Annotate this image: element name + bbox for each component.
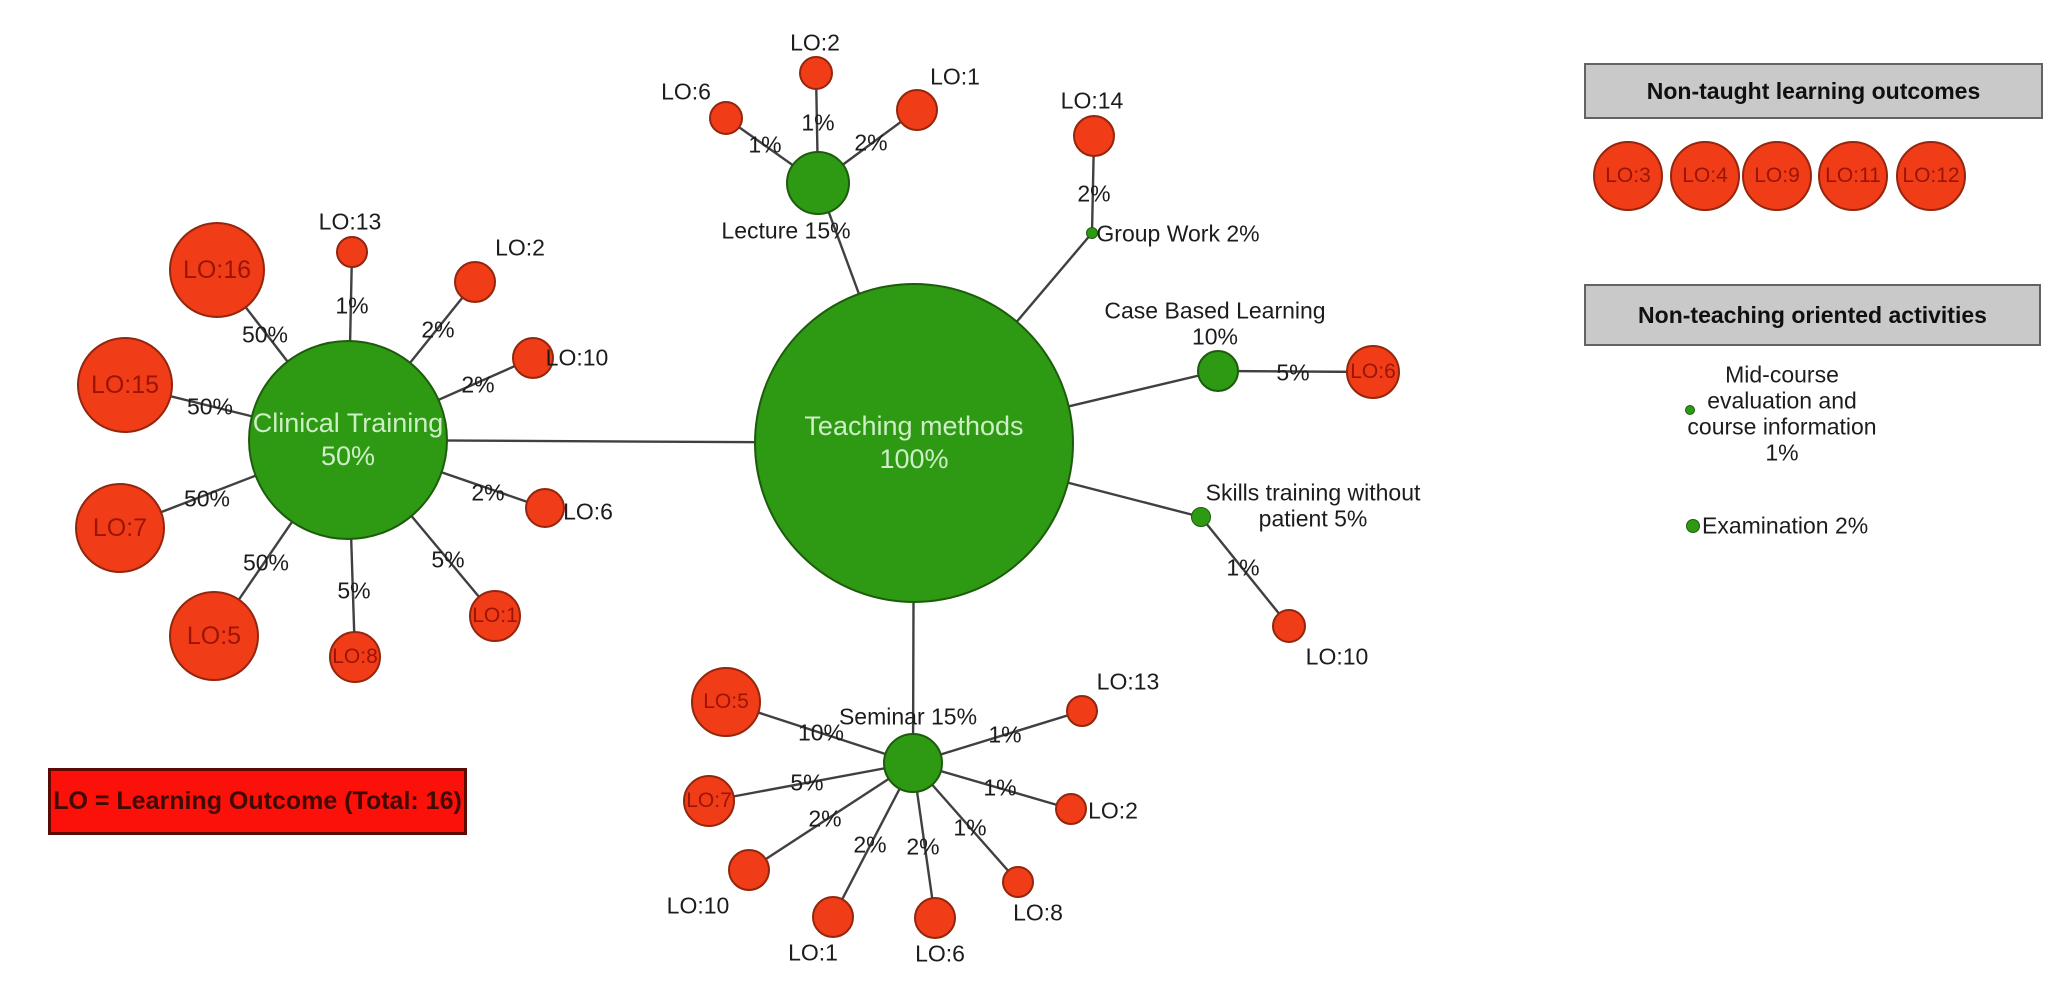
node-label-case-based-2: 10%: [1191, 323, 1239, 350]
node-nontaught-lo11: LO:11: [1818, 141, 1888, 211]
panel-label-midcourse-4: 1%: [1765, 439, 1799, 466]
node-label-skills-1: Skills training without: [1205, 479, 1421, 506]
edge-label-seminar-lo8: 1%: [953, 814, 987, 841]
node-label-clinical-lo2: LO:2: [495, 234, 545, 261]
panel-label-midcourse-1: Mid-course: [1725, 361, 1839, 388]
node-clinical-lo15: LO:15: [77, 337, 173, 433]
edge-label-clinical-lo5: 50%: [242, 549, 290, 576]
node-nontaught-lo3: LO:3: [1593, 141, 1663, 211]
node-label-clinical-lo13: LO:13: [318, 208, 382, 235]
node-clinical-lo10: [512, 337, 554, 379]
node-label-lecture: Lecture 15%: [721, 217, 851, 244]
edge-label-lecture-lo1: 2%: [854, 129, 888, 156]
edge-label-lecture-lo2: 1%: [801, 109, 835, 136]
node-group-work-dot: [1086, 227, 1098, 239]
edge-line: [1200, 516, 1290, 627]
node-label-clinical-lo10: LO:10: [545, 344, 609, 371]
node-seminar-lo2: [1055, 793, 1087, 825]
edge-label-clinical-lo6: 2%: [471, 479, 505, 506]
node-skills-lo10: [1272, 609, 1306, 643]
panel-label-examination: Examination 2%: [1702, 512, 1869, 539]
edge-label-lecture-lo6: 1%: [748, 131, 782, 158]
node-label-seminar-lo8: LO:8: [1013, 899, 1063, 926]
edge-label-seminar-lo13: 1%: [988, 721, 1022, 748]
node-label-seminar-lo6: LO:6: [915, 940, 965, 967]
node-label-seminar-lo1: LO:1: [788, 939, 838, 966]
node-label-lecture-lo1: LO:1: [930, 63, 980, 90]
edge-label-groupwork-lo14: 2%: [1077, 180, 1111, 207]
edge-label-seminar-lo10: 2%: [808, 805, 842, 832]
panel-label-midcourse-3: course information: [1687, 413, 1877, 440]
node-label-skills-lo10: LO:10: [1305, 643, 1369, 670]
edge-label-clinical-lo2: 2%: [421, 316, 455, 343]
node-lecture-lo1: [896, 89, 938, 131]
node-label-seminar-lo10: LO:10: [666, 892, 730, 919]
edge-label-clinical-lo16: 50%: [241, 321, 289, 348]
edge-label-seminar-lo2: 1%: [983, 774, 1017, 801]
node-label-case-based-1: Case Based Learning: [1104, 297, 1326, 324]
edge-label-seminar-lo5: 10%: [797, 719, 845, 746]
node-clinical-lo7: LO:7: [75, 483, 165, 573]
node-label-seminar-lo2: LO:2: [1088, 797, 1138, 824]
node-groupwork-lo14: [1073, 115, 1115, 157]
edge-label-skills-lo10: 1%: [1226, 554, 1260, 581]
node-clinical-lo8: LO:8: [329, 631, 381, 683]
node-label-lo14: LO:14: [1060, 87, 1124, 114]
node-label-seminar-lo13: LO:13: [1096, 668, 1160, 695]
node-label-group-work: Group Work 2%: [1096, 220, 1260, 247]
panel-label-midcourse-2: evaluation and: [1707, 387, 1857, 414]
node-teaching-methods: Teaching methods 100%: [754, 283, 1074, 603]
edge-label-clinical-lo7: 50%: [183, 485, 231, 512]
node-label-lecture-lo6: LO:6: [661, 78, 711, 105]
node-case-based-learning: [1197, 350, 1239, 392]
node-nontaught-lo12: LO:12: [1896, 141, 1966, 211]
node-nontaught-lo9: LO:9: [1742, 141, 1812, 211]
edge-label-clinical-lo15: 50%: [186, 393, 234, 420]
edge-label-clinical-lo8: 5%: [337, 577, 371, 604]
node-seminar-lo7: LO:7: [683, 775, 735, 827]
node-clinical-lo5: LO:5: [169, 591, 259, 681]
edge-line: [748, 761, 914, 872]
edge-line: [708, 761, 914, 803]
node-seminar: [883, 733, 943, 793]
edge-label-clinical-lo1: 5%: [431, 546, 465, 573]
node-clinical-lo1: LO:1: [469, 590, 521, 642]
node-casebased-lo6: LO:6: [1346, 345, 1400, 399]
node-clinical-training: Clinical Training 50%: [248, 340, 448, 540]
edge-label-clinical-lo10: 2%: [461, 371, 495, 398]
node-seminar-lo8: [1002, 866, 1034, 898]
node-label-clinical-lo6: LO:6: [563, 498, 613, 525]
node-nontaught-lo4: LO:4: [1670, 141, 1740, 211]
node-clinical-lo13: [336, 236, 368, 268]
node-clinical-lo2: [454, 261, 496, 303]
edge-label-casebased-lo6: 5%: [1276, 359, 1310, 386]
node-label-skills-2: patient 5%: [1258, 505, 1368, 532]
edge-label-seminar-lo7: 5%: [790, 769, 824, 796]
edge-label-clinical-lo13: 1%: [335, 292, 369, 319]
node-label-lecture-lo2: LO:2: [790, 29, 840, 56]
edge-label-seminar-lo1: 2%: [853, 831, 887, 858]
node-seminar-lo10: [728, 849, 770, 891]
header-non-teaching-activities: Non-teaching oriented activities: [1584, 284, 2041, 346]
edge-label-seminar-lo6: 2%: [906, 833, 940, 860]
node-lecture-lo2: [799, 56, 833, 90]
header-non-taught-outcomes: Non-taught learning outcomes: [1584, 63, 2043, 119]
node-seminar-lo6: [914, 897, 956, 939]
node-label-seminar: Seminar 15%: [838, 703, 978, 730]
node-lecture: [786, 151, 850, 215]
node-lecture-lo6: [709, 101, 743, 135]
node-clinical-lo6: [525, 488, 565, 528]
node-clinical-lo16: LO:16: [169, 222, 265, 318]
node-skills-training-dot: [1191, 507, 1211, 527]
node-examination-dot: [1686, 519, 1700, 533]
node-midcourse-dot: [1685, 405, 1695, 415]
legend-learning-outcome: LO = Learning Outcome (Total: 16): [48, 768, 467, 835]
node-seminar-lo5: LO:5: [691, 667, 761, 737]
node-seminar-lo13: [1066, 695, 1098, 727]
node-seminar-lo1: [812, 896, 854, 938]
